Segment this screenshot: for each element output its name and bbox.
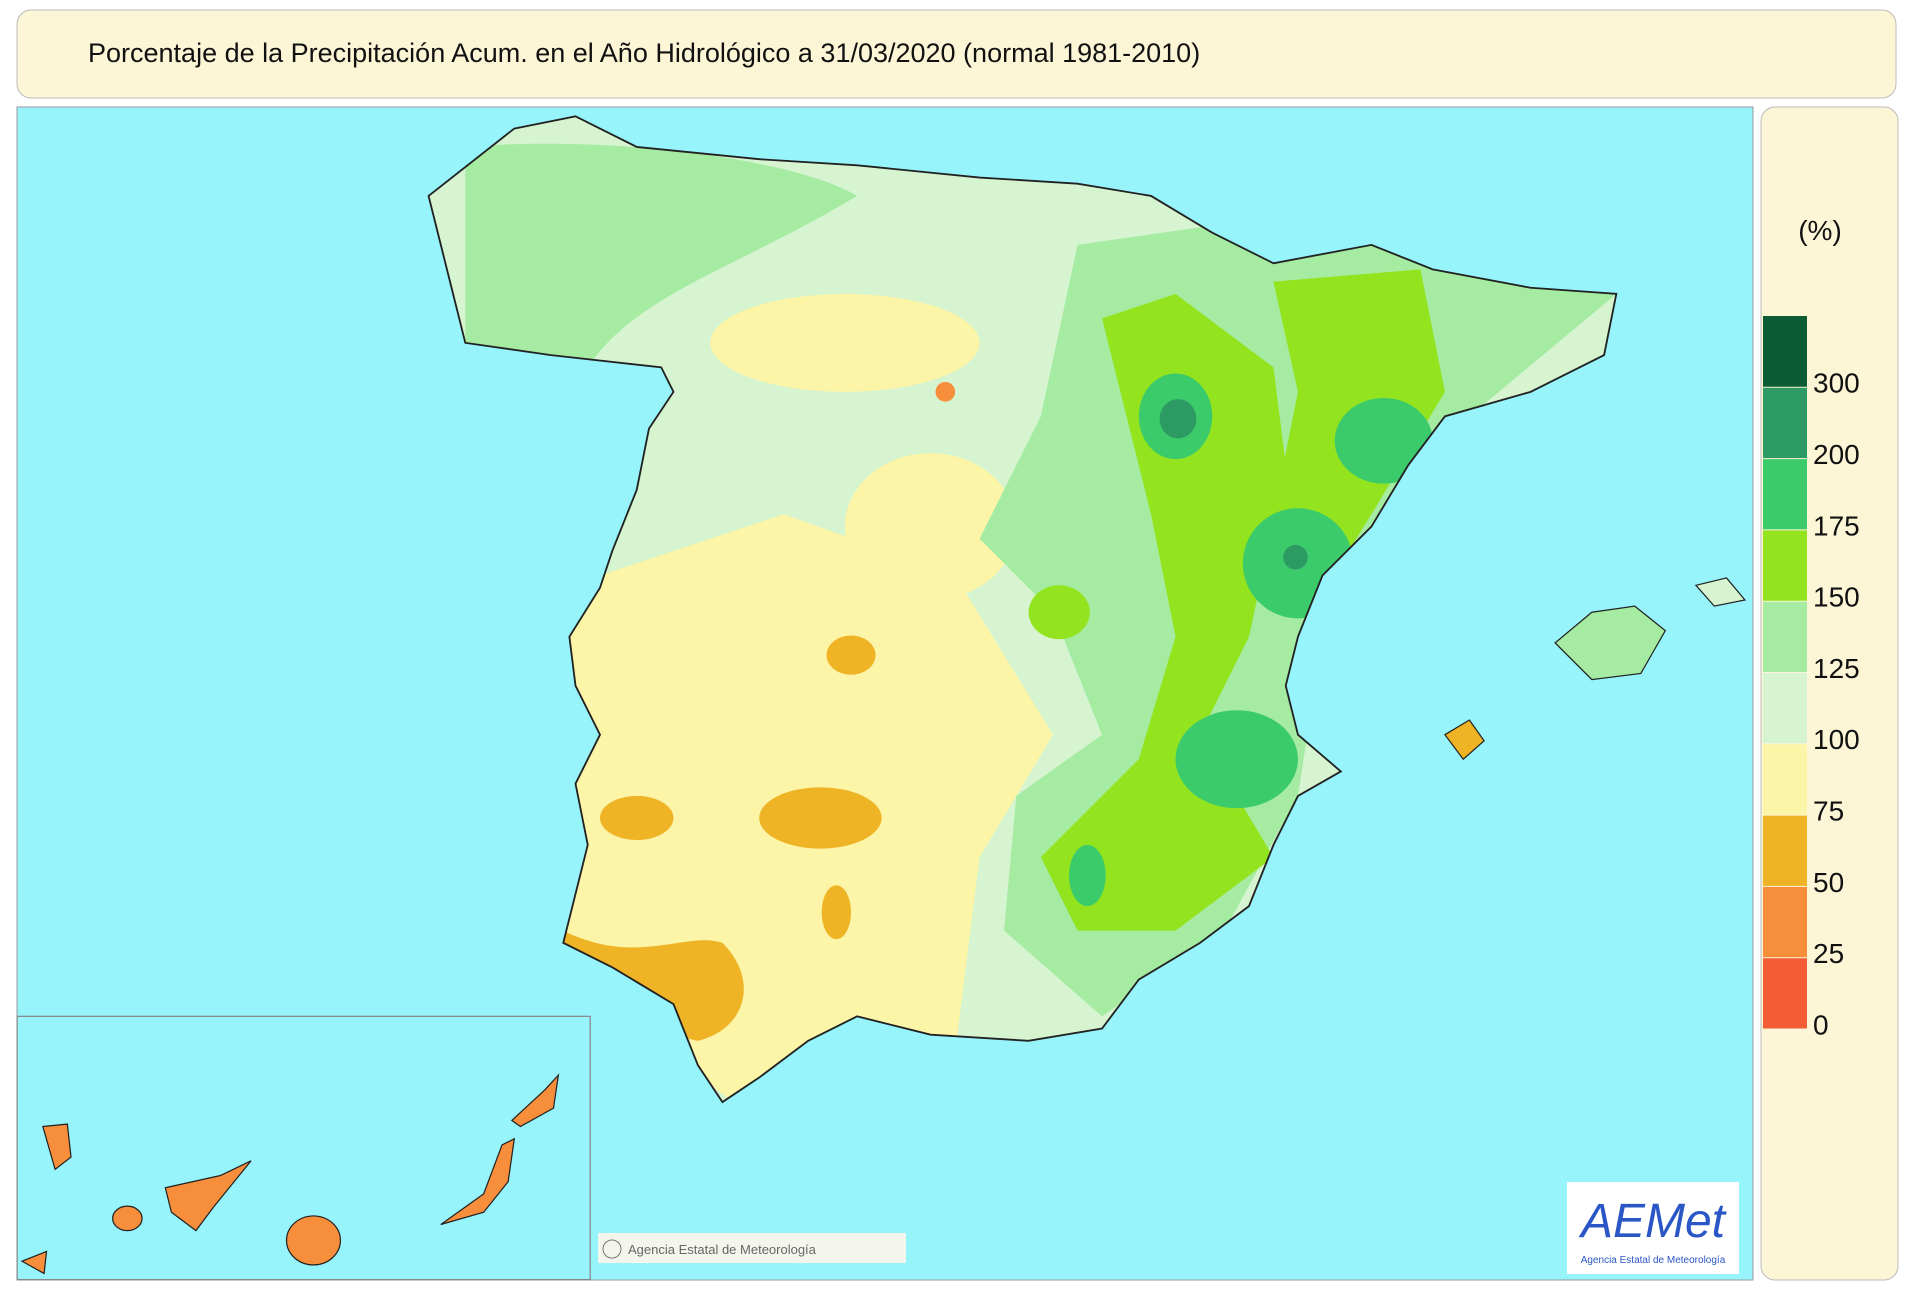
legend-tick-label: 25: [1813, 938, 1844, 969]
legend-swatch: [1763, 743, 1807, 816]
legend-swatch: [1763, 957, 1807, 1029]
legend-swatch: [1763, 815, 1807, 887]
legend-tick-label: 100: [1813, 724, 1860, 755]
legend-swatch: [1763, 387, 1807, 459]
legend-swatch: [1763, 672, 1807, 744]
zone-50-75: [759, 787, 882, 849]
coastline: [427, 115, 1618, 1104]
logo-box: [1567, 1182, 1739, 1274]
zone-75-100: [710, 293, 980, 392]
copyright: Agencia Estatal de Meteorología: [628, 1242, 817, 1257]
legend-swatch: [1763, 886, 1807, 958]
legend-swatch: [1763, 601, 1807, 673]
menorca: [1694, 577, 1747, 607]
zone-175-200: [1334, 397, 1433, 484]
mallorca: [1554, 605, 1667, 681]
island: [112, 1205, 143, 1232]
zone-150-175: [1028, 585, 1090, 640]
zone-50-75: [826, 635, 876, 675]
legend-swatch: [1763, 529, 1807, 602]
legend-tick-label: 175: [1813, 510, 1860, 541]
zone-200-300: [1159, 399, 1197, 439]
legend-tick-label: 200: [1813, 439, 1860, 470]
island: [510, 1073, 560, 1128]
zone-175-200: [1175, 710, 1298, 809]
logo-subtitle: Agencia Estatal de Meteorología: [1581, 1255, 1726, 1266]
legend-tick-label: 300: [1813, 368, 1860, 399]
copyright-box: [598, 1233, 906, 1263]
ibiza: [1444, 719, 1485, 761]
zone-50-75: [563, 930, 744, 1041]
island: [20, 1250, 48, 1275]
canary-inset: [16, 1015, 591, 1281]
zone-175-200: [1068, 844, 1106, 907]
zone-150-175: [1040, 293, 1286, 931]
zone-50-75: [600, 795, 674, 841]
island: [164, 1160, 252, 1232]
legend-swatch: [1763, 458, 1807, 530]
zone-75-100: [844, 453, 1017, 601]
legend-tick-label: 0: [1813, 1009, 1829, 1040]
legend-swatch: [1763, 316, 1807, 388]
island: [285, 1215, 342, 1266]
legend: 0 25 50 75 100 125 150 175 200 300: [1763, 316, 1860, 1040]
legend-tick-label: 75: [1813, 795, 1844, 826]
legend-unit: (%): [1798, 215, 1842, 246]
title-box: [16, 9, 1897, 99]
map-title: Porcentaje de la Precipitación Acum. en …: [88, 38, 1200, 68]
zone-50-75: [821, 885, 852, 940]
logo: AEMet: [1578, 1195, 1727, 1248]
copyright-icon: [602, 1239, 622, 1259]
zone-200-300: [1283, 544, 1308, 570]
legend-tick-label: 150: [1813, 582, 1860, 613]
island: [440, 1137, 516, 1226]
zone-125-150: [465, 143, 858, 368]
zone-25-50: [935, 382, 956, 402]
legend-tick-label: 125: [1813, 653, 1860, 684]
island: [42, 1123, 72, 1171]
legend-tick-label: 50: [1813, 867, 1844, 898]
